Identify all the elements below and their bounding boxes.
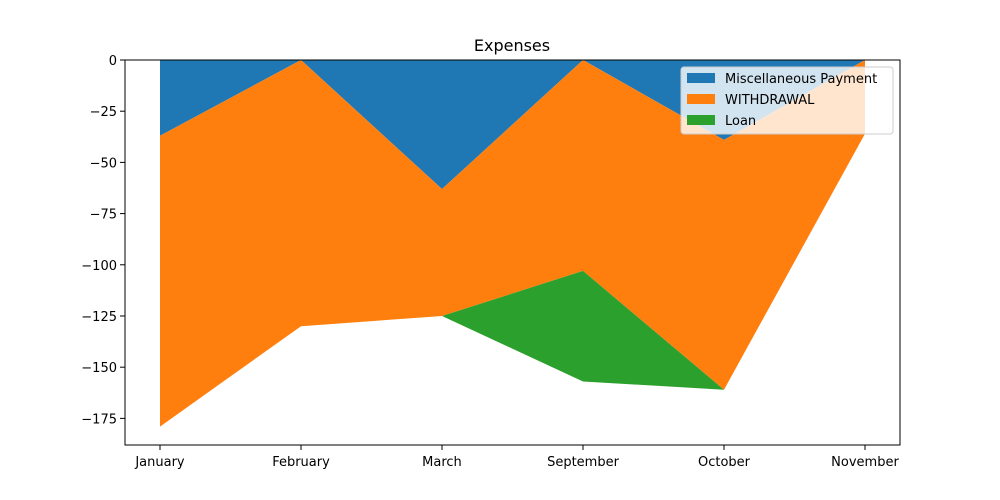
legend-swatch-withdrawal [687, 94, 715, 104]
x-tick-label: February [272, 455, 330, 470]
y-tick-label: −75 [90, 208, 117, 223]
x-tick-label: September [547, 455, 620, 470]
legend-label-loan: Loan [725, 114, 756, 129]
plot-frame [124, 59, 901, 446]
legend-box [680, 66, 894, 135]
y-tick-label: −50 [90, 156, 117, 171]
x-tick-label: January [134, 455, 185, 470]
y-tick-label: −25 [90, 105, 117, 120]
area-withdrawal [160, 60, 865, 427]
legend: Miscellaneous Payment WITHDRAWAL Loan [680, 66, 894, 135]
y-tick-label: −125 [81, 310, 117, 325]
chart-title: Expenses [474, 36, 550, 55]
legend-label-withdrawal: WITHDRAWAL [725, 93, 815, 108]
x-tick-label: March [422, 455, 462, 470]
x-tick-label: November [831, 455, 899, 470]
y-tick-label: −175 [81, 412, 117, 427]
y-tick-label: 0 [109, 54, 117, 69]
y-tick-label: −100 [81, 259, 117, 274]
legend-label-miscellaneous-payment: Miscellaneous Payment [725, 72, 877, 87]
legend-swatch-miscellaneous-payment [687, 73, 715, 83]
x-tick-label: October [698, 455, 751, 470]
y-axis: 0 −25 −50 −75 −100 −125 −150 −175 [81, 54, 125, 427]
y-tick-label: −150 [81, 361, 117, 376]
x-axis: January February March September October Nove… [134, 445, 899, 470]
legend-swatch-loan [687, 115, 715, 125]
